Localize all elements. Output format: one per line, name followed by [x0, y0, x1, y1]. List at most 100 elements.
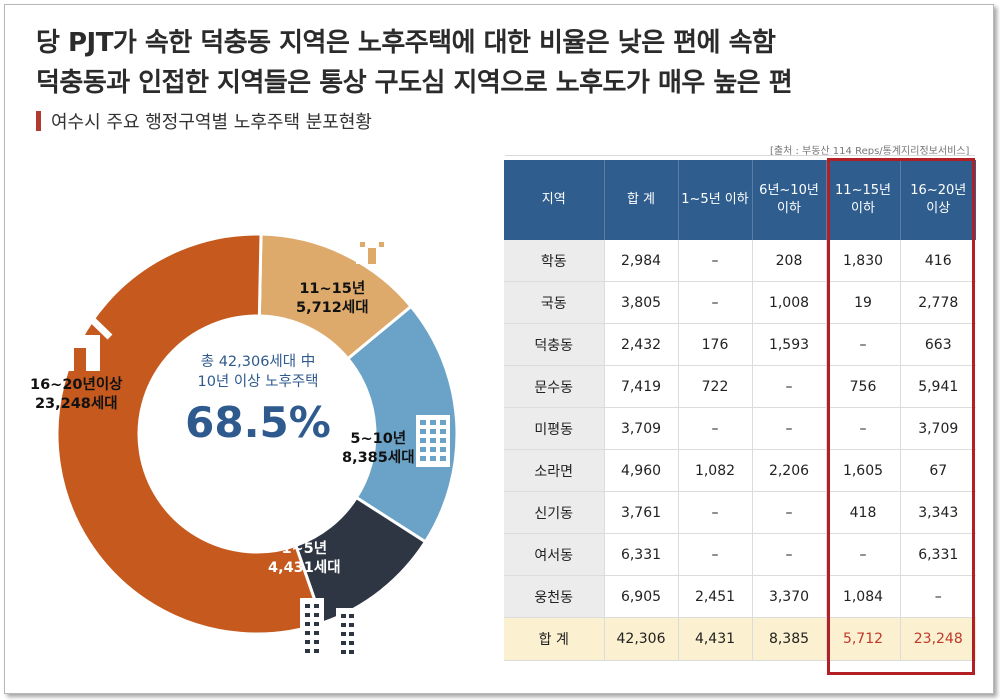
row-region-name: 미평동	[504, 407, 605, 450]
table-cell: –	[678, 533, 753, 576]
center-percent: 68.5%	[185, 398, 331, 447]
slice-label-11-15: 11~15년	[299, 281, 366, 297]
table-cell: 2,984	[604, 240, 679, 282]
col-header-1-5: 1~5년 이하	[678, 160, 753, 240]
row-region-name: 학동	[504, 240, 605, 282]
slice-label-5-10: 5~10년	[350, 431, 407, 447]
table-cell: 1,593	[752, 323, 827, 366]
table-cell: 2,432	[604, 323, 679, 366]
table-row: 미평동 3,709– – –3,709	[504, 407, 976, 450]
table-row: 웅천동 6,905 2,451 3,370 1,084–	[504, 575, 976, 618]
total-cell: 8,385	[752, 617, 827, 661]
old-house-icon	[352, 205, 392, 264]
table-cell: –	[826, 323, 901, 366]
total-cell: 42,306	[604, 617, 679, 661]
table-cell: 418	[826, 491, 901, 534]
table-cell: 6,331	[604, 533, 679, 576]
row-region-name: 여서동	[504, 533, 605, 576]
subtitle-accent-bar	[36, 111, 41, 131]
total-cell: 4,431	[678, 617, 753, 661]
table-cell: 6,331	[900, 533, 976, 576]
table-cell: 3,370	[752, 575, 827, 618]
donut-label-11-15: 11~15년 5,712세대	[296, 280, 369, 318]
table-body: 학동 2,984–208 1,830 416 국동 3,805–1,008 19 2,778 덕…	[504, 240, 976, 661]
table-cell: –	[826, 407, 901, 450]
table-cell: 6,905	[604, 575, 679, 618]
house-icon	[47, 304, 113, 371]
table-header-row: 지역 합 계 1~5년 이하 6년~10년 이하 11~15년 이하 16~20년 이상	[504, 160, 976, 240]
table-cell: 3,805	[604, 281, 679, 324]
donut-label-16-20: 16~20년이상 23,248세대	[30, 376, 123, 414]
center-total-households: 총 42,306세대 中	[200, 354, 316, 370]
table-row: 신기동 3,761– –418 3,343	[504, 491, 976, 534]
city-buildings-icon	[300, 598, 374, 664]
table-cell: 2,206	[752, 449, 827, 492]
col-header-6-10: 6년~10년 이하	[752, 160, 827, 240]
table-row: 여서동 6,331– – –6,331	[504, 533, 976, 576]
table-row: 소라면 4,960 1,082 2,206 1,605 67	[504, 449, 976, 492]
donut-slice-16-20	[55, 232, 325, 636]
source-divider	[505, 155, 975, 156]
table-cell: –	[752, 491, 827, 534]
table-row: 학동 2,984–208 1,830 416	[504, 240, 976, 282]
table-cell: 5,941	[900, 365, 976, 408]
row-region-name: 국동	[504, 281, 605, 324]
table-cell: –	[678, 240, 753, 282]
table-total-row: 합 계 42,306 4,431 8,385 5,712 23,248	[504, 617, 976, 661]
table-cell: 3,343	[900, 491, 976, 534]
table-cell: 208	[752, 240, 827, 282]
donut-label-1-5: 1~5년 4,431세대	[268, 540, 341, 578]
col-header-total: 합 계	[604, 160, 679, 240]
table-cell: 3,761	[604, 491, 679, 534]
donut-center-summary: 총 42,306세대 中 10년 이상 노후주택 68.5%	[178, 352, 338, 450]
table-cell: 722	[678, 365, 753, 408]
table-row: 문수동 7,419 722–756 5,941	[504, 365, 976, 408]
slice-value-11-15: 5,712세대	[296, 300, 369, 316]
table-cell: 1,082	[678, 449, 753, 492]
total-cell: 23,248	[900, 617, 976, 661]
row-region-name: 웅천동	[504, 575, 605, 618]
table-cell: 7,419	[604, 365, 679, 408]
col-header-region: 지역	[504, 160, 605, 240]
table-cell: 663	[900, 323, 976, 366]
table-cell: 756	[826, 365, 901, 408]
table-cell: –	[752, 407, 827, 450]
row-region-name: 문수동	[504, 365, 605, 408]
table-cell: 2,778	[900, 281, 976, 324]
donut-slice-5-10	[345, 304, 459, 544]
apartment-building-icon	[416, 415, 450, 467]
subtitle-text: 여수시 주요 행정구역별 노후주택 분포현황	[51, 112, 372, 133]
slice-label-16-20: 16~20년이상	[30, 377, 123, 393]
table-cell: 416	[900, 240, 976, 282]
total-label: 합 계	[504, 617, 605, 661]
table-cell: –	[678, 281, 753, 324]
table-cell: –	[826, 533, 901, 576]
slice-value-16-20: 23,248세대	[34, 396, 118, 412]
center-old-housing-label: 10년 이상 노후주택	[197, 374, 319, 390]
table-cell: 67	[900, 449, 976, 492]
row-region-name: 신기동	[504, 491, 605, 534]
source-note: [출처 : 부동산 114 Reps/통계지리정보서비스]	[770, 146, 970, 157]
slice-label-1-5: 1~5년	[281, 541, 328, 557]
table-cell: 3,709	[900, 407, 976, 450]
section-subtitle: 여수시 주요 행정구역별 노후주택 분포현황	[36, 108, 372, 134]
headline-line-1: 당 PJT가 속한 덕충동 지역은 노후주택에 대한 비율은 낮은 편에 속함	[36, 28, 776, 58]
row-region-name: 소라면	[504, 449, 605, 492]
donut-chart: 16~20년이상 23,248세대 11~15년 5,712세대 5~10년 8…	[0, 130, 500, 690]
table-cell: 19	[826, 281, 901, 324]
headline-line-2: 덕충동과 인접한 지역들은 통상 구도심 지역으로 노후도가 매우 높은 편	[36, 68, 793, 98]
table-cell: 4,960	[604, 449, 679, 492]
total-cell: 5,712	[826, 617, 901, 661]
table-cell: 176	[678, 323, 753, 366]
row-region-name: 덕충동	[504, 323, 605, 366]
table-row: 덕충동 2,432 176 1,593–663	[504, 323, 976, 366]
table-cell: 1,830	[826, 240, 901, 282]
table-cell: 2,451	[678, 575, 753, 618]
donut-label-5-10: 5~10년 8,385세대	[342, 430, 415, 468]
donut-chart-svg	[47, 205, 459, 664]
slice-value-1-5: 4,431세대	[268, 560, 341, 576]
table-cell: 3,709	[604, 407, 679, 450]
table-cell: –	[900, 575, 976, 618]
slice-value-5-10: 8,385세대	[342, 450, 415, 466]
table-cell: 1,008	[752, 281, 827, 324]
